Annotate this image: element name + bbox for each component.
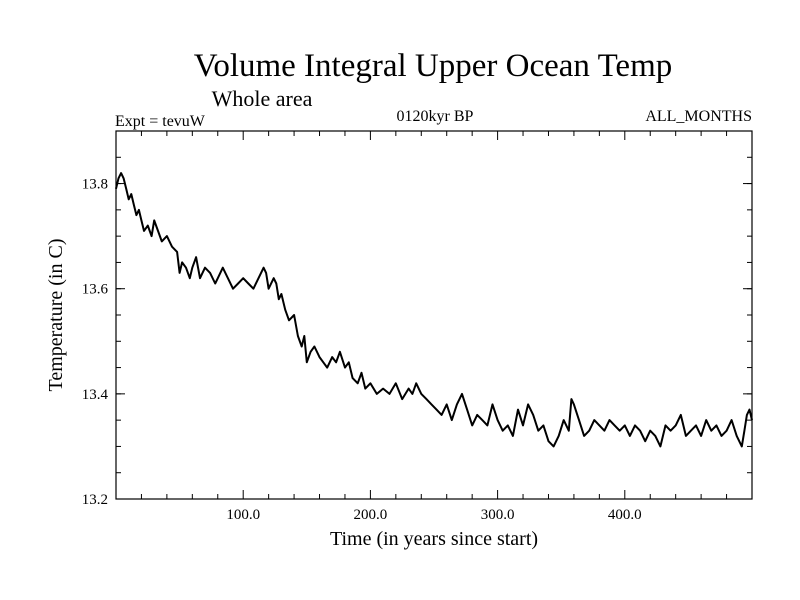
- chart-subtitle: Whole area: [212, 86, 313, 111]
- y-axis-label: Temperature (in C): [45, 239, 67, 392]
- x-axis-label: Time (in years since start): [330, 528, 538, 550]
- plot-frame: [115, 130, 753, 500]
- y-tick-label: 13.8: [82, 177, 108, 193]
- x-tick-label: 300.0: [481, 507, 515, 523]
- y-tick-label: 13.2: [82, 492, 108, 508]
- x-tick-label: 100.0: [226, 507, 260, 523]
- x-tick-label: 400.0: [608, 507, 642, 523]
- chart-title: Volume Integral Upper Ocean Temp: [194, 48, 672, 84]
- months-label: ALL_MONTHS: [645, 108, 752, 125]
- y-tick-label: 13.6: [82, 282, 109, 298]
- x-tick-label: 200.0: [354, 507, 388, 523]
- experiment-label: Expt = tevuW: [115, 113, 206, 130]
- axis-tick-labels: 13.2 13.4 13.6 13.8 100.0 200.0 300.0 400.0: [82, 177, 642, 523]
- axis-ticks: [116, 131, 752, 500]
- y-tick-label: 13.4: [82, 387, 109, 403]
- period-label: 0120kyr BP: [397, 108, 474, 125]
- temperature-series-line: [115, 172, 753, 448]
